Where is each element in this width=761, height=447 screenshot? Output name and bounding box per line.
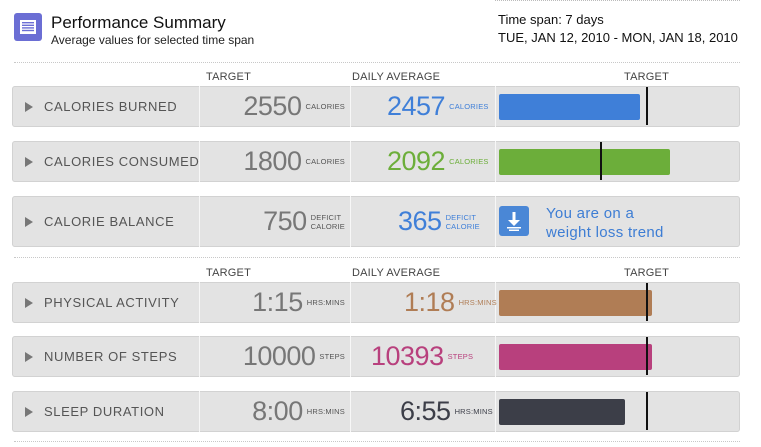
expand-triangle-icon[interactable]: [25, 297, 33, 308]
progress-bar: [499, 399, 625, 425]
average-value: 6:55 HRS:MINS: [400, 396, 493, 426]
progress-bar: [499, 344, 652, 370]
target-marker: [646, 283, 648, 321]
down-arrow-icon: [499, 206, 529, 236]
expand-triangle-icon[interactable]: [25, 156, 33, 167]
target-marker: [600, 142, 602, 180]
bar-target-column-header: TARGET: [624, 71, 669, 83]
trend-message: You are on a weight loss trend: [546, 205, 664, 241]
target-marker: [646, 87, 648, 125]
expand-triangle-icon[interactable]: [25, 406, 33, 417]
row-calorie-balance[interactable]: CALORIE BALANCE 750 DEFICIT CALORIE 365 D…: [12, 196, 740, 247]
row-calories-burned[interactable]: CALORIES BURNED 2550 CALORIES 2457 CALORIE…: [12, 86, 740, 127]
average-value: 10393 STEPS: [371, 341, 474, 371]
daily-average-column-header: DAILY AVERAGE: [352, 71, 441, 83]
expand-triangle-icon[interactable]: [25, 101, 33, 112]
list-icon: [14, 13, 42, 41]
row-sleep-duration[interactable]: SLEEP DURATION 8:00 HRS:MINS 6:55 HRS:MINS: [12, 391, 740, 432]
average-value: 1:18 HRS:MINS: [404, 287, 497, 317]
section-divider: [14, 62, 740, 63]
time-span: Time span: 7 days: [498, 12, 604, 27]
target-value: 2550 CALORIES: [243, 91, 345, 121]
target-value: 8:00 HRS:MINS: [252, 396, 345, 426]
target-value: 1800 CALORIES: [243, 146, 345, 176]
target-value: 10000 STEPS: [242, 341, 345, 371]
date-range: TUE, JAN 12, 2010 - MON, JAN 18, 2010: [498, 30, 738, 45]
section-divider: [14, 441, 740, 442]
target-column-header: TARGET: [206, 71, 251, 83]
row-label[interactable]: CALORIE BALANCE: [25, 196, 174, 247]
page-subtitle: Average values for selected time span: [51, 33, 255, 47]
bar-target-column-header: TARGET: [624, 267, 669, 279]
row-label[interactable]: NUMBER OF STEPS: [25, 336, 177, 377]
daily-average-column-header: DAILY AVERAGE: [352, 267, 441, 279]
row-calories-consumed[interactable]: CALORIES CONSUMED 1800 CALORIES 2092 CALOR…: [12, 141, 740, 182]
average-value: 2092 CALORIES: [387, 146, 489, 176]
section-divider: [14, 257, 740, 258]
row-label[interactable]: CALORIES CONSUMED: [25, 141, 199, 182]
target-value: 1:15 HRS:MINS: [252, 287, 345, 317]
page-title: Performance Summary: [51, 13, 226, 32]
progress-bar: [499, 149, 670, 175]
row-label[interactable]: CALORIES BURNED: [25, 86, 177, 127]
top-divider: [495, 0, 740, 1]
row-label[interactable]: PHYSICAL ACTIVITY: [25, 282, 179, 323]
average-value: 2457 CALORIES: [387, 91, 489, 121]
progress-bar: [499, 290, 652, 316]
expand-triangle-icon[interactable]: [25, 216, 33, 227]
row-number-of-steps[interactable]: NUMBER OF STEPS 10000 STEPS 10393 STEPS: [12, 336, 740, 377]
target-column-header: TARGET: [206, 267, 251, 279]
target-marker: [646, 392, 648, 430]
target-value: 750 DEFICIT CALORIE: [263, 206, 345, 236]
average-value: 365 DEFICIT CALORIE: [398, 206, 480, 236]
progress-bar: [499, 94, 640, 120]
row-label[interactable]: SLEEP DURATION: [25, 391, 165, 432]
row-physical-activity[interactable]: PHYSICAL ACTIVITY 1:15 HRS:MINS 1:18 HRS:M…: [12, 282, 740, 323]
target-marker: [646, 337, 648, 375]
expand-triangle-icon[interactable]: [25, 351, 33, 362]
